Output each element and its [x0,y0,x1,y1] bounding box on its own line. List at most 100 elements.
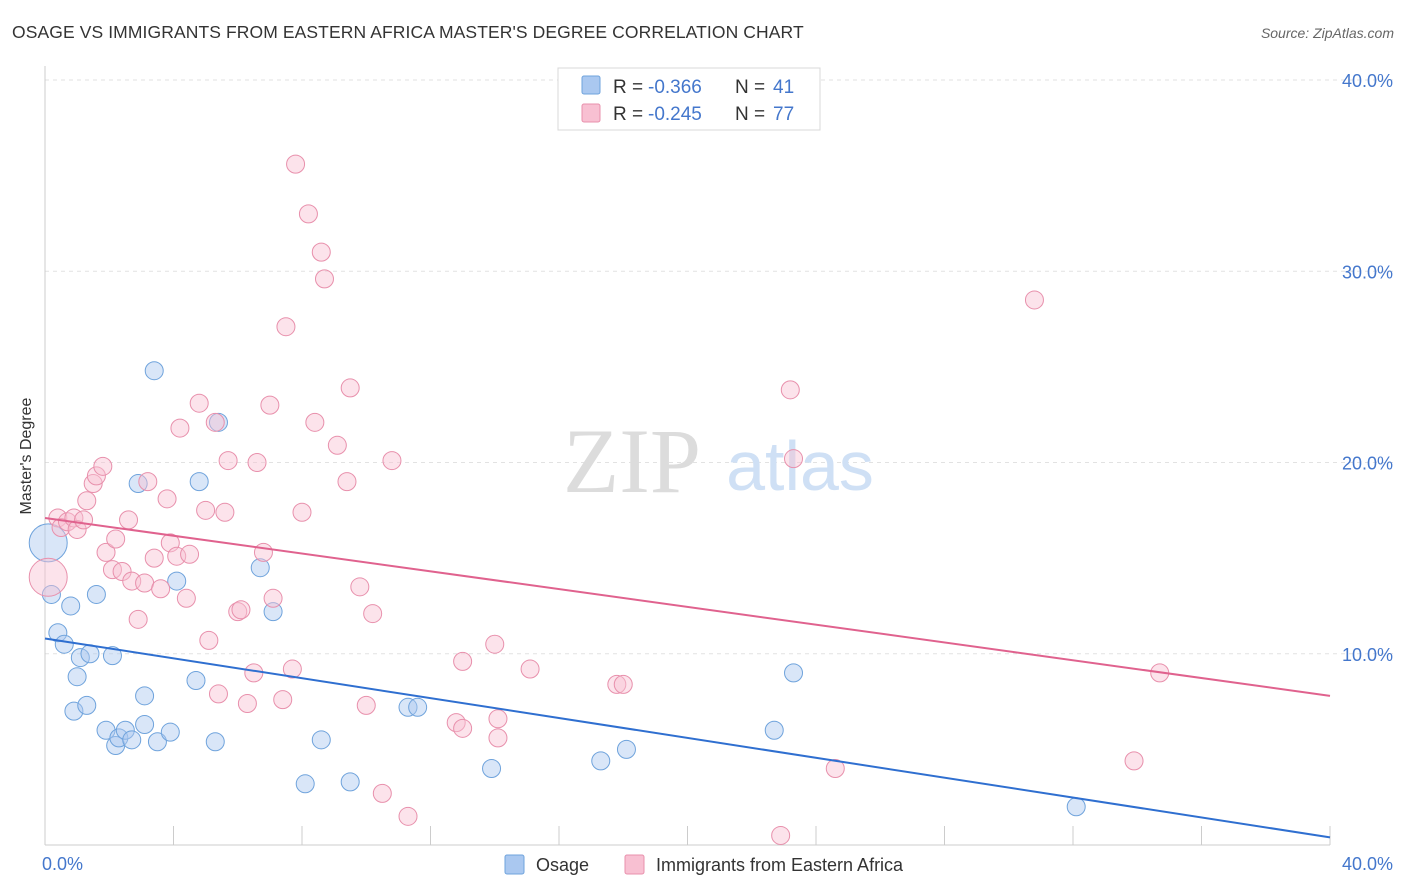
y-tick-label: 10.0% [1342,645,1393,665]
eastern-africa-point [276,317,296,337]
data-points [28,154,1170,845]
eastern-africa-point [157,489,177,509]
gridlines [45,79,1395,655]
eastern-africa-point [520,659,540,679]
eastern-africa-point [231,600,251,620]
osage-point [1066,797,1086,817]
watermark-zip: ZIP [563,410,701,512]
bottom-legend-label-osage: Osage [536,855,589,875]
osage-point [167,571,187,591]
osage-point [147,732,167,752]
legend-r-value-1: -0.366 [648,77,702,98]
eastern-africa-point [67,519,87,539]
osage-point [263,602,283,622]
osage-point [189,472,209,492]
legend-n-label-1: N = [735,77,765,98]
osage-point [295,774,315,794]
legend-n-value-1: 41 [773,77,794,98]
eastern-africa-point [356,695,376,715]
eastern-africa-point [485,634,505,654]
eastern-africa-point [311,242,331,262]
eastern-africa-point [453,718,473,738]
eastern-africa-point [180,544,200,564]
eastern-africa-point [825,759,845,778]
osage-point [408,697,428,717]
eastern-africa-point [96,542,116,562]
eastern-africa-point [112,562,132,582]
osage-point [160,722,180,742]
eastern-africa-point [372,783,392,803]
eastern-africa-point [135,573,155,593]
eastern-africa-point [340,378,360,398]
trend-lines [44,516,1331,839]
eastern-africa-point [363,604,383,624]
x-tick-label: 0.0% [42,854,83,874]
eastern-africa-point [77,491,97,511]
eastern-africa-point [382,451,402,471]
eastern-africa-point [292,502,312,522]
osage-point [64,701,84,721]
eastern-africa-point [784,449,804,469]
osage-point [784,663,804,683]
eastern-africa-point [350,577,370,597]
eastern-africa-point [106,529,126,549]
eastern-africa-point [488,709,508,729]
osage-trend-line [44,637,1331,839]
osage-point [67,667,87,687]
eastern-africa-point [74,510,94,530]
legend-r-label-2: R = [613,104,643,125]
watermark-atlas: atlas [726,427,874,505]
eastern-africa-point [282,659,302,679]
osage-point [482,759,502,778]
y-tick-label: 20.0% [1342,454,1393,474]
osage-point [102,646,122,666]
osage-point [398,697,418,717]
eastern-africa-point [196,500,216,520]
y-tick-label: 30.0% [1342,262,1393,282]
legend-r-label-1: R = [613,77,643,98]
source-label: Source: ZipAtlas.com [1260,25,1394,41]
bottom-legend-swatch-osage [504,854,525,875]
eastern-africa-point [176,588,196,608]
legend-n-label-2: N = [735,104,765,125]
eastern-africa-point [337,472,357,492]
eastern-africa-point [607,674,627,694]
eastern-africa-point [189,393,209,413]
osage-point [61,596,81,616]
correlation-legend: R = -0.366 N = 41 R = -0.245 N = 77 [557,67,821,131]
osage-point [54,634,74,654]
osage-point [311,730,331,750]
eastern-africa-point [144,548,164,568]
osage-point [186,671,206,691]
osage-point [591,751,611,771]
osage-point [616,739,636,759]
eastern-africa-point [170,418,190,438]
bottom-legend-swatch-eastern-africa [624,854,645,875]
eastern-africa-point [28,557,68,597]
watermark: ZIP atlas [563,410,874,512]
osage-point [250,558,270,578]
eastern-africa-point [771,825,791,845]
axes [44,66,1331,846]
eastern-africa-point [138,472,158,492]
eastern-africa-point [208,684,228,704]
osage-point [77,695,97,715]
eastern-africa-point [327,435,347,455]
eastern-africa-point [86,466,106,486]
eastern-africa-point [244,663,264,683]
eastern-africa-point [314,269,334,289]
eastern-africa-point [305,412,325,432]
eastern-africa-point [1024,290,1044,310]
eastern-africa-point [1124,751,1144,771]
osage-point [86,584,106,604]
eastern-africa-point [205,412,225,432]
osage-point [135,686,155,706]
osage-point [48,623,68,643]
eastern-africa-point [151,579,171,599]
eastern-africa-point [453,651,473,671]
eastern-africa-point [260,395,280,415]
osage-point [41,584,61,604]
series-legend: Osage Immigrants from Eastern Africa [504,854,904,875]
osage-point [128,474,148,494]
